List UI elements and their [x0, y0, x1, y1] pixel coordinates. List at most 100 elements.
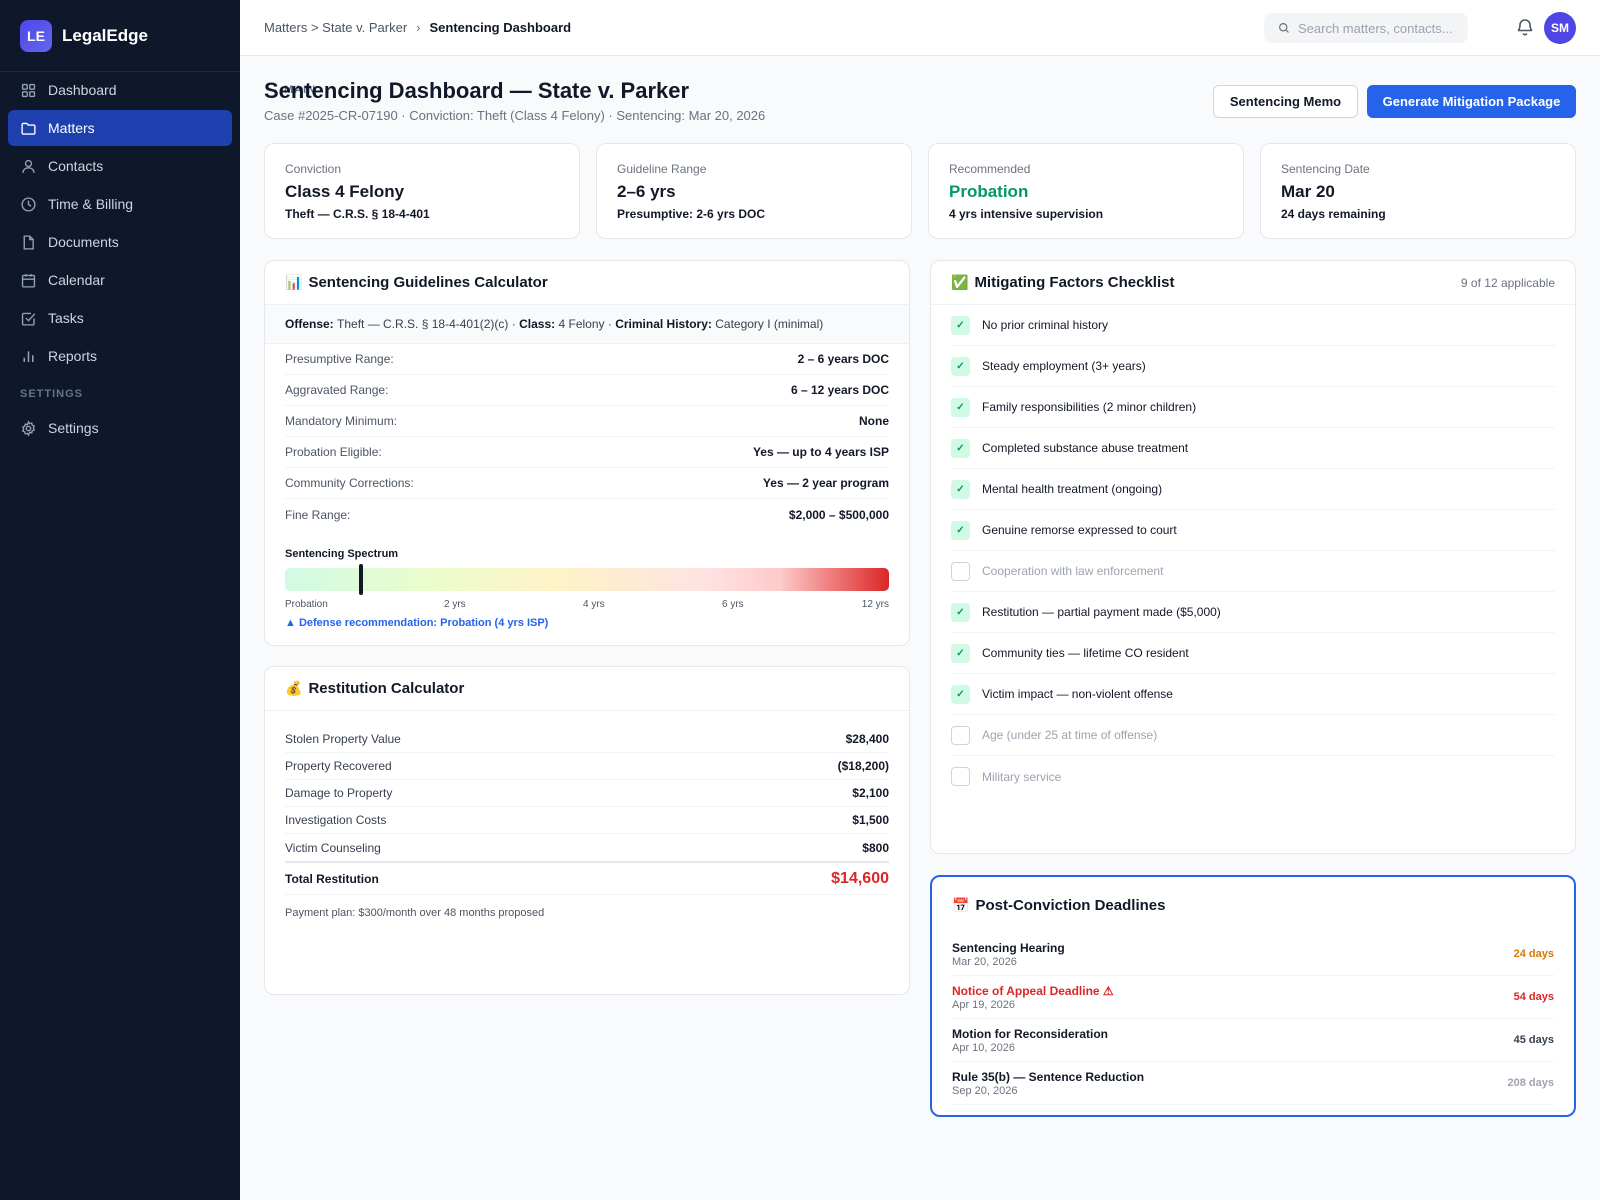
checkbox-unchecked[interactable]	[951, 767, 970, 786]
breadcrumb-parent[interactable]: Matters > State v. Parker	[264, 20, 408, 35]
checkbox-checked[interactable]: ✓	[951, 397, 970, 417]
checklist-item[interactable]: Age (under 25 at time of offense)	[951, 715, 1555, 756]
deadline-row[interactable]: Rule 35(b) — Sentence Reduction Sep 20, 2…	[952, 1062, 1554, 1105]
sidebar-item-contacts[interactable]: Contacts	[8, 148, 232, 184]
checklist-item[interactable]: Cooperation with law enforcement	[951, 551, 1555, 592]
checklist: ✓ No prior criminal history ✓ Steady employ…	[931, 305, 1575, 797]
checklist-label: Completed substance abuse treatment	[982, 441, 1189, 455]
sidebar-item-time-billing[interactable]: Time & Billing	[8, 186, 232, 222]
deadline-row[interactable]: Motion for Reconsideration Apr 10, 2026 45…	[952, 1019, 1554, 1062]
gear-icon	[21, 419, 36, 437]
defense-recommendation: ▲ Defense recommendation: Probation (4 y…	[285, 617, 549, 629]
brand[interactable]: LE LegalEdge	[0, 0, 240, 72]
restitution-row: Victim Counseling $800	[285, 834, 889, 861]
deadline-countdown: 54 days	[1513, 991, 1554, 1003]
stat-label: Sentencing Date	[1281, 162, 1370, 176]
row-value: Yes — 2 year program	[762, 476, 889, 490]
checklist-label: Community ties — lifetime CO resident	[982, 646, 1189, 660]
spectrum-tick: 2 yrs	[444, 599, 466, 610]
chart-emoji-icon: 📊	[285, 274, 303, 290]
avatar[interactable]: SM	[1544, 12, 1576, 44]
sidebar-item-settings[interactable]: Settings	[8, 410, 232, 446]
restitution-row: Damage to Property $2,100	[285, 780, 889, 807]
breadcrumb-separator: ›	[416, 20, 421, 35]
stat-card-conviction: Conviction Class 4 Felony Theft — C.R.S.…	[264, 143, 580, 239]
deadline-row[interactable]: Sentencing Hearing Mar 20, 2026 24 days	[952, 933, 1554, 976]
checklist-item[interactable]: ✓ Restitution — partial payment made ($5,…	[951, 592, 1555, 633]
nav-section-main: MAIN	[284, 84, 317, 96]
row-label: Probation Eligible:	[285, 445, 382, 459]
row-value: $2,000 – $500,000	[788, 507, 889, 522]
checklist-item[interactable]: ✓ Genuine remorse expressed to court	[951, 510, 1555, 551]
checkbox-checked[interactable]: ✓	[951, 602, 970, 622]
guideline-row: Community Corrections: Yes — 2 year progr…	[285, 468, 889, 499]
checklist-item[interactable]: ✓ No prior criminal history	[951, 305, 1555, 346]
card-title: Restitution Calculator	[308, 680, 465, 697]
row-value: None	[859, 414, 889, 428]
sidebar-item-dashboard[interactable]: Dashboard	[8, 72, 232, 108]
brand-logo: LE	[20, 19, 52, 52]
sidebar-item-tasks[interactable]: Tasks	[8, 300, 232, 336]
checklist-label: Steady employment (3+ years)	[982, 359, 1146, 373]
sidebar-item-matters[interactable]: Matters	[8, 110, 232, 146]
checkbox-checked[interactable]: ✓	[951, 438, 970, 458]
sidebar-item-reports[interactable]: Reports	[8, 338, 232, 374]
page-title: Sentencing Dashboard — State v. Parker	[264, 78, 690, 103]
checkbox-checked[interactable]: ✓	[951, 684, 970, 704]
class-value: 4 Felony	[558, 317, 605, 331]
card-header: ✅ Mitigating Factors Checklist 9 of 12 a…	[931, 261, 1575, 305]
checkbox-checked[interactable]: ✓	[951, 643, 970, 663]
checklist-label: Family responsibilities (2 minor childre…	[982, 400, 1197, 414]
folder-icon	[21, 122, 36, 135]
checklist-label: Age (under 25 at time of offense)	[982, 728, 1158, 742]
checklist-item[interactable]: Military service	[951, 756, 1555, 797]
checkbox-checked[interactable]: ✓	[951, 356, 970, 376]
stat-card-guideline-range: Guideline Range 2–6 yrs Presumptive: 2-6…	[596, 143, 912, 239]
checkbox-unchecked[interactable]	[951, 725, 970, 745]
row-value: $28,400	[845, 732, 889, 746]
sentencing-memo-button[interactable]: Sentencing Memo	[1213, 85, 1358, 118]
deadline-list: Sentencing Hearing Mar 20, 2026 24 days Not…	[932, 933, 1574, 1105]
bell-icon[interactable]	[1515, 17, 1535, 37]
user-icon	[22, 159, 35, 173]
checklist-item[interactable]: ✓ Community ties — lifetime CO resident	[951, 633, 1555, 674]
spectrum-tick: 12 yrs	[861, 599, 889, 610]
checkbox-checked[interactable]: ✓	[951, 315, 970, 335]
search-box[interactable]	[1264, 13, 1468, 43]
restitution-row: Stolen Property Value $28,400	[285, 726, 889, 753]
calendar-icon	[21, 273, 36, 288]
deadline-title: Sentencing Hearing	[952, 940, 1065, 955]
checklist-item[interactable]: ✓ Family responsibilities (2 minor childr…	[951, 387, 1555, 428]
row-label: Community Corrections:	[285, 476, 414, 490]
sidebar-item-documents[interactable]: Documents	[8, 224, 232, 260]
sidebar-item-label: Calendar	[48, 272, 105, 288]
row-label: Damage to Property	[285, 786, 393, 800]
checkbox-checked[interactable]: ✓	[951, 520, 970, 540]
guideline-row: Mandatory Minimum: None	[285, 406, 889, 437]
checklist-item[interactable]: ✓ Completed substance abuse treatment	[951, 428, 1555, 469]
clock-icon	[21, 196, 36, 212]
checklist-item[interactable]: ✓ Victim impact — non-violent offense	[951, 674, 1555, 715]
checklist-label: Cooperation with law enforcement	[982, 564, 1164, 578]
deadline-row[interactable]: Notice of Appeal Deadline ⚠ Apr 19, 2026 5…	[952, 976, 1554, 1019]
check-mark-emoji-icon: ✅	[951, 274, 969, 290]
money-bag-icon: 💰	[285, 680, 303, 696]
checklist-item[interactable]: ✓ Steady employment (3+ years)	[951, 346, 1555, 387]
row-label: Fine Range:	[285, 507, 351, 522]
checkbox-unchecked[interactable]	[951, 561, 970, 581]
search-input[interactable]	[1298, 20, 1468, 36]
deadline-info: Motion for Reconsideration Apr 10, 2026	[952, 1027, 1108, 1054]
guideline-row: Fine Range: $2,000 – $500,000	[285, 499, 889, 530]
row-label: Aggravated Range:	[285, 383, 389, 397]
stat-value: Probation	[949, 182, 1029, 201]
deadline-date: Apr 10, 2026	[952, 1041, 1015, 1054]
sidebar-item-calendar[interactable]: Calendar	[8, 262, 232, 298]
generate-mitigation-button[interactable]: Generate Mitigation Package	[1367, 85, 1576, 118]
breadcrumb: Matters > State v. Parker › Sentencing D…	[264, 20, 571, 35]
row-value: 2 – 6 years DOC	[797, 352, 889, 366]
checkbox-checked[interactable]: ✓	[951, 479, 970, 499]
guideline-row: Presumptive Range: 2 – 6 years DOC	[285, 344, 889, 375]
row-value: 6 – 12 years DOC	[790, 383, 889, 397]
stat-note: Theft — C.R.S. § 18-4-401	[285, 207, 430, 221]
checklist-item[interactable]: ✓ Mental health treatment (ongoing)	[951, 469, 1555, 510]
